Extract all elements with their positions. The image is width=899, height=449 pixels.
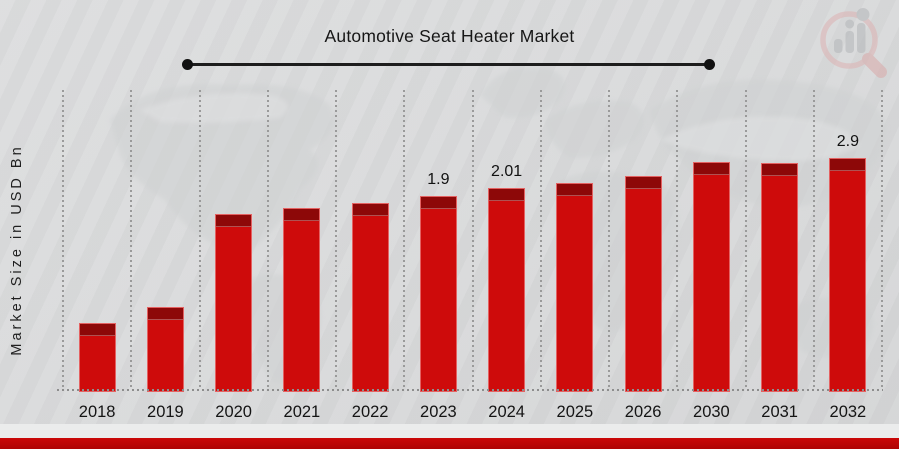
chart-title: Automotive Seat Heater Market bbox=[324, 26, 575, 46]
bottom-strip bbox=[0, 424, 899, 438]
bar-cap bbox=[352, 204, 388, 216]
bar-2018 bbox=[78, 323, 116, 392]
x-axis-label-2032: 2032 bbox=[829, 403, 867, 421]
bar-cap bbox=[693, 163, 729, 175]
x-axis-label-2031: 2031 bbox=[761, 403, 798, 421]
magnifier-bar-chart-logo-icon bbox=[820, 8, 887, 78]
bar-cap bbox=[147, 308, 183, 320]
bar-value-label-2024: 2.01 bbox=[491, 163, 523, 180]
x-axis-label-2030: 2030 bbox=[693, 403, 730, 421]
bottom-accent-band bbox=[0, 438, 899, 449]
vertical-gridline bbox=[62, 90, 64, 390]
vertical-gridline bbox=[812, 90, 815, 390]
x-axis-label-2024: 2024 bbox=[488, 403, 525, 421]
bar-2022 bbox=[351, 203, 389, 392]
bar-cap bbox=[557, 184, 593, 196]
x-axis-label-2023: 2023 bbox=[420, 403, 457, 421]
x-axis-label-2022: 2022 bbox=[351, 403, 389, 421]
bar-2026 bbox=[624, 176, 662, 392]
x-axis-label-2020: 2020 bbox=[215, 403, 252, 421]
vertical-gridline bbox=[881, 90, 883, 390]
vertical-gridline bbox=[539, 90, 542, 390]
title-underline bbox=[182, 59, 715, 70]
bar-2023 bbox=[419, 196, 457, 392]
vertical-gridline bbox=[130, 90, 133, 390]
bar-2025 bbox=[556, 183, 594, 392]
bar-cap bbox=[489, 189, 525, 201]
bar-cap bbox=[284, 209, 320, 221]
vertical-gridline bbox=[403, 90, 406, 390]
bar-2019 bbox=[146, 307, 184, 392]
x-axis-label-2025: 2025 bbox=[556, 403, 594, 421]
bar-cap bbox=[830, 159, 866, 171]
bar-cap bbox=[216, 215, 252, 227]
vertical-gridline bbox=[676, 90, 679, 390]
bar-cap bbox=[625, 177, 661, 189]
vertical-gridline bbox=[608, 90, 610, 390]
bar-cap bbox=[79, 324, 115, 336]
x-axis-label-2026: 2026 bbox=[624, 403, 662, 421]
line-endpoint-dot bbox=[182, 59, 193, 70]
vertical-gridline bbox=[744, 90, 747, 390]
bar-2031 bbox=[761, 163, 799, 392]
bar-2024 bbox=[488, 188, 526, 392]
vertical-gridline bbox=[335, 90, 337, 390]
y-axis-label: Market Size in USD Bn bbox=[9, 144, 25, 356]
bar-value-label-2023: 1.9 bbox=[427, 171, 450, 188]
line-endpoint-dot bbox=[704, 59, 715, 70]
x-axis-label-2019: 2019 bbox=[147, 403, 184, 421]
vertical-gridline bbox=[471, 90, 474, 390]
bar-2032 bbox=[829, 158, 867, 392]
bar-cap bbox=[420, 197, 456, 209]
x-axis-baseline bbox=[57, 389, 883, 391]
vertical-gridline bbox=[198, 90, 201, 390]
bar-2030 bbox=[692, 162, 730, 392]
bar-value-label-2032: 2.9 bbox=[836, 133, 859, 150]
vertical-gridline bbox=[266, 90, 269, 390]
bar-2020 bbox=[215, 214, 253, 392]
x-axis-label-2018: 2018 bbox=[78, 403, 116, 421]
x-axis-label-2021: 2021 bbox=[283, 403, 321, 421]
bar-cap bbox=[762, 164, 798, 176]
bar-2021 bbox=[283, 208, 321, 392]
